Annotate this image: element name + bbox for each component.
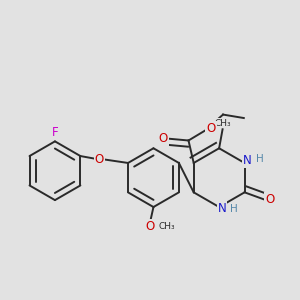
Text: H: H [256, 154, 263, 164]
Text: N: N [243, 154, 252, 167]
Text: O: O [146, 220, 154, 232]
Text: H: H [230, 204, 238, 214]
Text: O: O [265, 193, 274, 206]
Text: O: O [206, 122, 216, 135]
Text: O: O [95, 153, 104, 166]
Text: N: N [218, 202, 226, 215]
Text: O: O [159, 132, 168, 145]
Text: F: F [52, 126, 58, 139]
Text: CH₃: CH₃ [159, 221, 175, 230]
Text: CH₃: CH₃ [214, 118, 231, 127]
